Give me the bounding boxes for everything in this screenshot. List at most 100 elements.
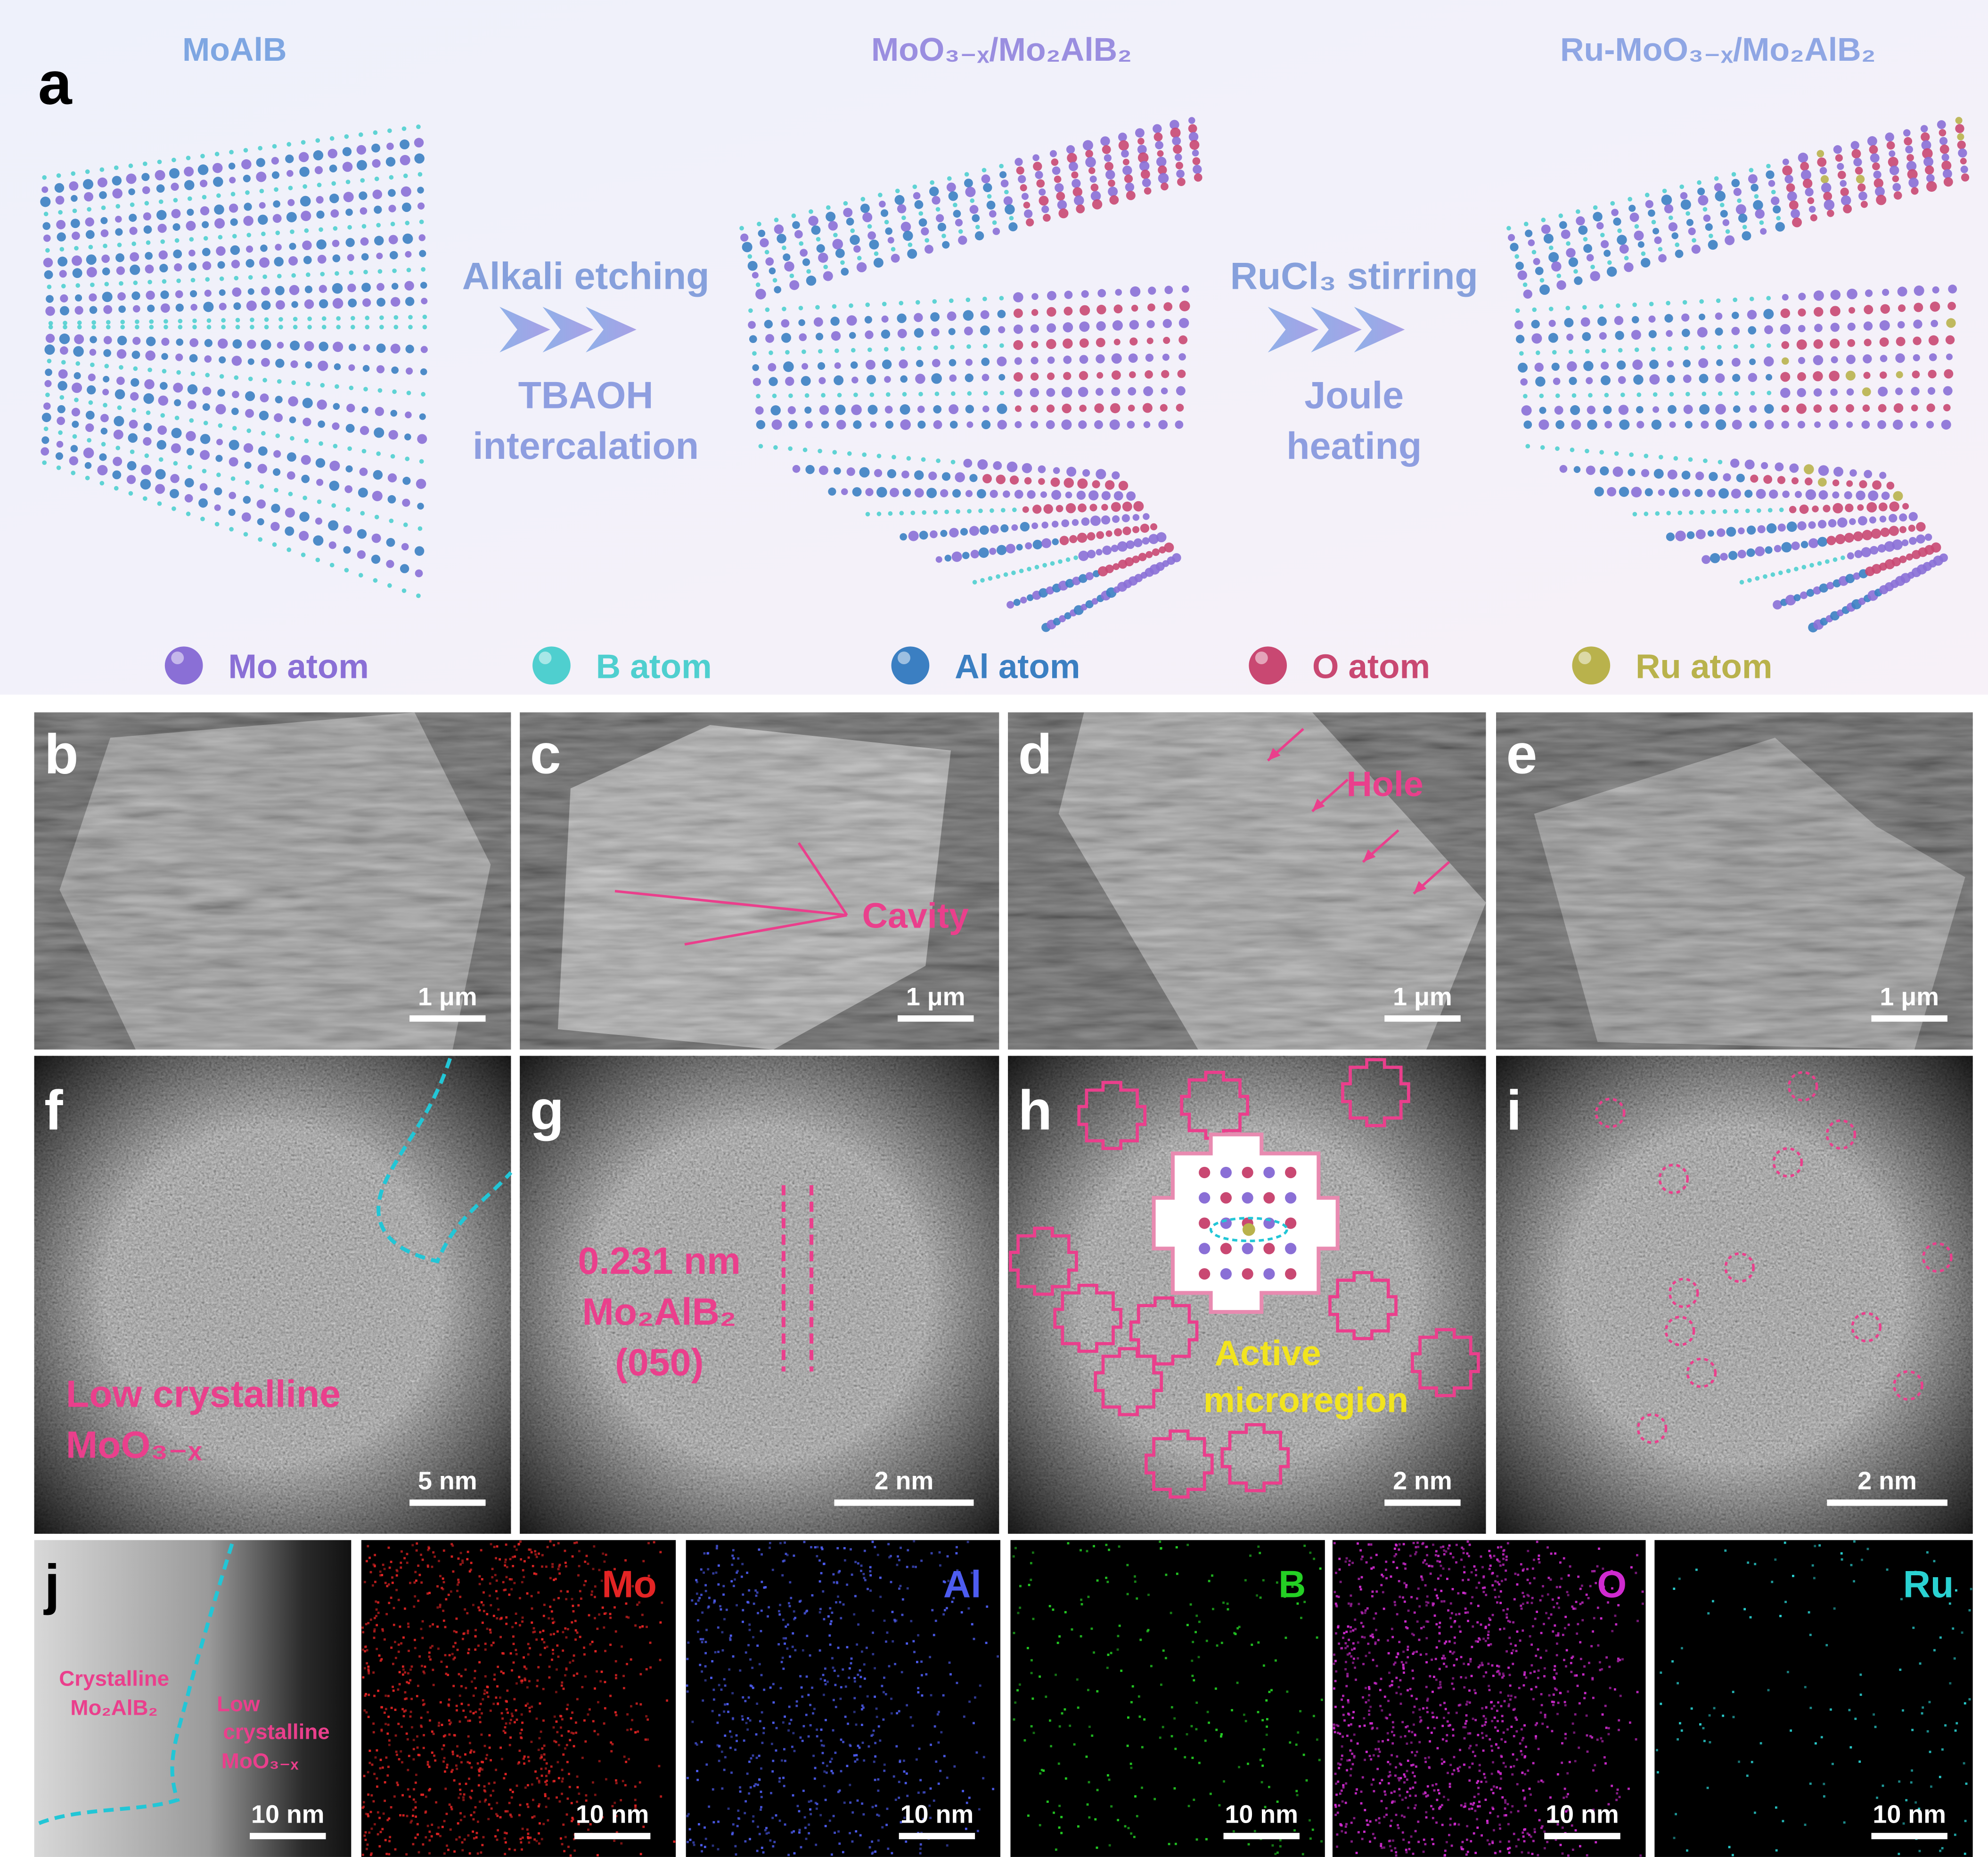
atom [173, 383, 183, 393]
atom [1800, 162, 1809, 171]
eds-dot [365, 1623, 368, 1626]
atom [1871, 564, 1882, 574]
eds-dot [1480, 1623, 1482, 1626]
eds-dot [594, 1585, 597, 1588]
atom [1032, 539, 1043, 550]
eds-dot [385, 1756, 388, 1759]
eds-dot [1443, 1657, 1446, 1660]
atom [1142, 178, 1151, 187]
eds-dot [912, 1640, 915, 1643]
eds-dot [1448, 1785, 1451, 1788]
eds-dot [445, 1672, 448, 1675]
atom [192, 325, 197, 330]
atom [757, 221, 761, 227]
atom [1556, 273, 1562, 278]
eds-dot [399, 1625, 401, 1628]
atom [1568, 257, 1579, 267]
eds-dot [544, 1781, 547, 1784]
eds-dot [573, 1838, 575, 1841]
atom [1620, 392, 1625, 398]
atom [1052, 538, 1059, 546]
eds-dot [521, 1620, 524, 1623]
eds-dot [576, 1698, 579, 1701]
eds-dot [470, 1797, 473, 1800]
atom [1570, 448, 1575, 452]
eds-dot [395, 1588, 398, 1591]
eds-dot [388, 1840, 391, 1842]
eds-dot [718, 1714, 721, 1717]
atom [1930, 301, 1940, 312]
eds-dot [1086, 1803, 1089, 1806]
eds-dot [782, 1619, 785, 1621]
atom [214, 204, 224, 215]
eds-dot [521, 1827, 524, 1830]
atom [1629, 212, 1639, 222]
eds-dot [809, 1654, 811, 1657]
eds-dot [1497, 1701, 1500, 1704]
atom [1808, 538, 1818, 548]
eds-dot [1338, 1767, 1341, 1769]
inset-atom [1242, 1192, 1253, 1204]
eds-dot [1464, 1722, 1467, 1725]
eds-dot [458, 1836, 461, 1839]
eds-dot [893, 1619, 896, 1621]
atom [257, 464, 267, 474]
atom [1172, 136, 1181, 146]
eds-dot [1503, 1549, 1505, 1552]
atom [860, 196, 866, 202]
atom [1176, 404, 1184, 412]
atom [74, 246, 79, 251]
atom [887, 469, 897, 479]
eds-dot [483, 1689, 486, 1692]
atom [1786, 183, 1795, 192]
atom [1708, 233, 1713, 238]
eds-dot [1231, 1709, 1233, 1711]
atom [400, 155, 410, 165]
atom [1853, 158, 1862, 167]
panel-a-background [0, 0, 1988, 695]
eds-dot [520, 1713, 523, 1716]
atom [43, 402, 51, 410]
atom [1014, 421, 1022, 428]
atom [1053, 467, 1060, 474]
eds-dot [704, 1652, 707, 1654]
eds-dot [1525, 1676, 1528, 1679]
eds-dot [407, 1672, 409, 1675]
eds-dot [1543, 1830, 1546, 1833]
atom [997, 420, 1007, 430]
eds-dot [960, 1611, 963, 1614]
eds-dot [1094, 1818, 1097, 1821]
atom [87, 207, 91, 212]
eds-dot [952, 1597, 955, 1599]
atom [1014, 489, 1023, 499]
eds-dot [1488, 1568, 1491, 1571]
atom [1778, 570, 1783, 575]
eds-dot [730, 1735, 733, 1738]
eds-dot [822, 1563, 825, 1565]
atom [1177, 178, 1186, 187]
eds-dot [1030, 1725, 1033, 1727]
eds-dot [706, 1552, 709, 1555]
atom [85, 217, 94, 227]
atom [1756, 508, 1761, 513]
eds-dot [910, 1620, 913, 1622]
atom [951, 391, 956, 396]
eds-dot [418, 1573, 421, 1576]
atom [1671, 232, 1678, 239]
eds-dot [732, 1823, 735, 1826]
atom [981, 174, 990, 184]
eds-dot [540, 1775, 543, 1777]
eds-dot [465, 1686, 467, 1689]
atom [390, 454, 395, 459]
atom [1819, 167, 1827, 175]
atom [58, 430, 63, 435]
eds-dot [746, 1728, 749, 1731]
eds-dot [1487, 1634, 1489, 1636]
eds-dot [881, 1685, 884, 1687]
atom [789, 280, 800, 290]
atom [233, 302, 241, 310]
eds-dot [955, 1546, 958, 1548]
eds-dot [1507, 1705, 1510, 1708]
eds-dot [372, 1731, 375, 1734]
atom [965, 297, 971, 302]
